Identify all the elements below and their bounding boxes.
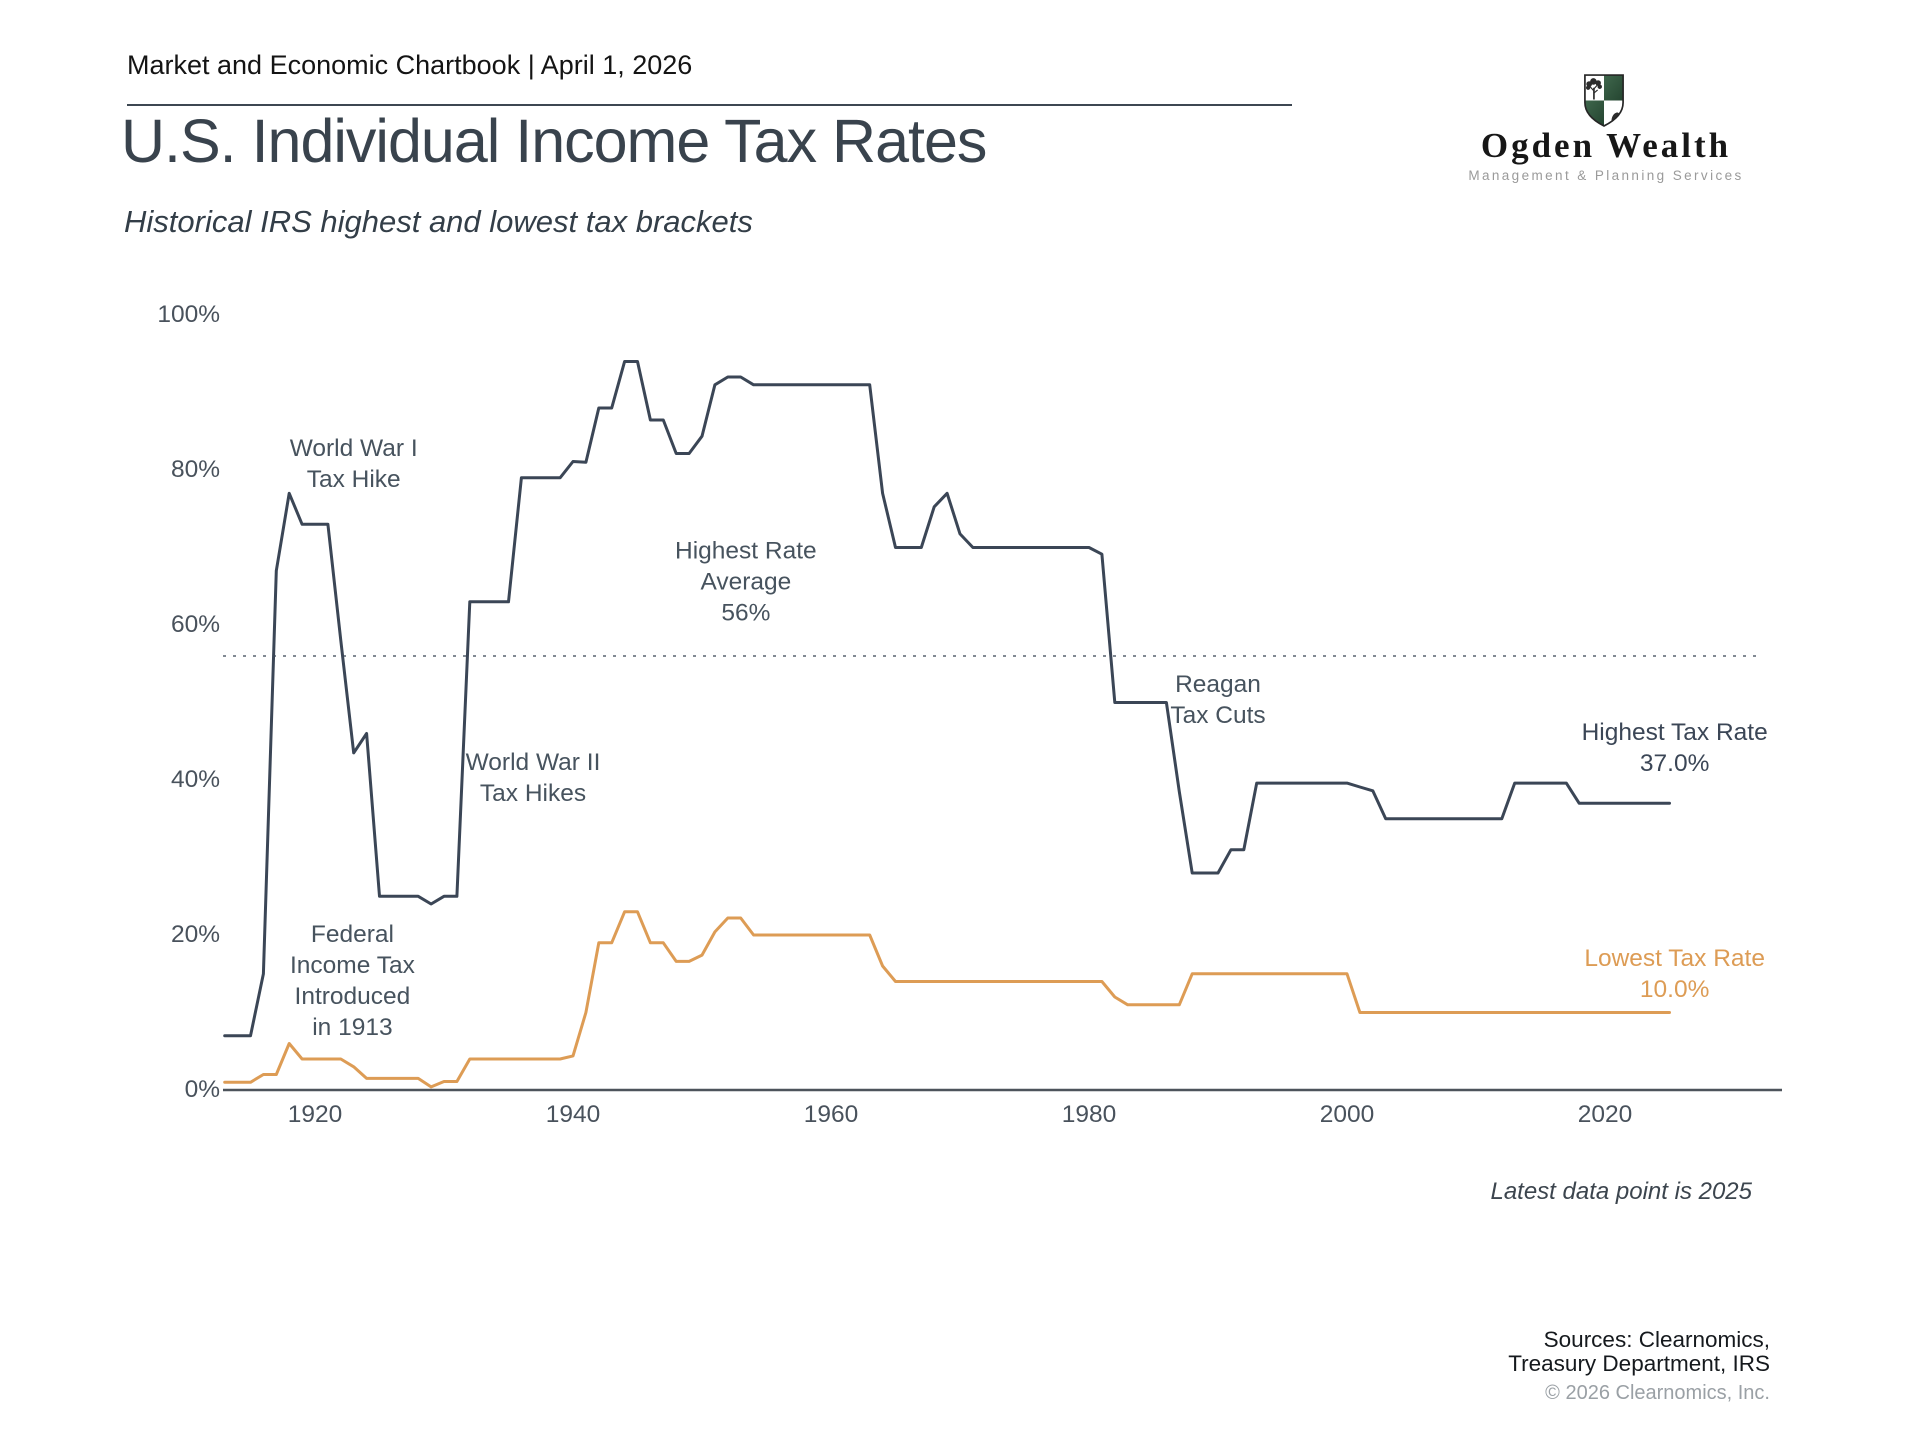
chartbook-header: Market and Economic Chartbook | April 1,… <box>127 50 693 80</box>
annotation-2: World War II Tax Hikes <box>465 748 601 807</box>
y-tick-100: 100% <box>157 301 220 328</box>
sources-text: Sources: Clearnomics, Treasury Departmen… <box>1508 1327 1770 1376</box>
annotation-5: Highest Tax Rate 37.0% <box>1581 719 1768 778</box>
x-tick-1960: 1960 <box>803 1101 859 1128</box>
logo-name: Ogden Wealth <box>1480 126 1732 165</box>
x-tick-2020: 2020 <box>1577 1101 1633 1128</box>
x-tick-1980: 1980 <box>1061 1101 1117 1128</box>
latest-data-footnote: Latest data point is 2025 <box>1490 1178 1752 1205</box>
x-tick-2000: 2000 <box>1319 1101 1375 1128</box>
x-tick-1920: 1920 <box>287 1101 343 1128</box>
shield-crest-icon <box>1584 74 1624 127</box>
y-tick-40: 40% <box>170 766 220 793</box>
y-tick-0: 0% <box>184 1076 220 1103</box>
annotation-0: World War I Tax Hike <box>289 434 418 493</box>
annotation-3: Highest Rate Average 56% <box>675 537 817 627</box>
logo-tagline: Management & Planning Services <box>1468 168 1744 183</box>
tree-icon <box>1585 78 1602 100</box>
annotation-1: Federal Income Tax Introduced in 1913 <box>289 920 415 1041</box>
annotation-4: Reagan Tax Cuts <box>1170 671 1266 730</box>
header-divider <box>127 104 1292 106</box>
page-title: U.S. Individual Income Tax Rates <box>121 107 987 175</box>
annotation-6: Lowest Tax Rate 10.0% <box>1584 944 1765 1003</box>
y-tick-20: 20% <box>170 921 220 948</box>
y-tick-80: 80% <box>170 456 220 483</box>
highest-rate-line <box>223 360 1671 1038</box>
copyright-text: © 2026 Clearnomics, Inc. <box>1545 1382 1770 1404</box>
ogden-wealth-logo: Ogden Wealth Management & Planning Servi… <box>1400 70 1812 183</box>
x-tick-1940: 1940 <box>545 1101 601 1128</box>
page-subtitle: Historical IRS highest and lowest tax br… <box>124 204 753 239</box>
y-tick-60: 60% <box>170 611 220 638</box>
lowest-rate-line <box>223 910 1671 1089</box>
